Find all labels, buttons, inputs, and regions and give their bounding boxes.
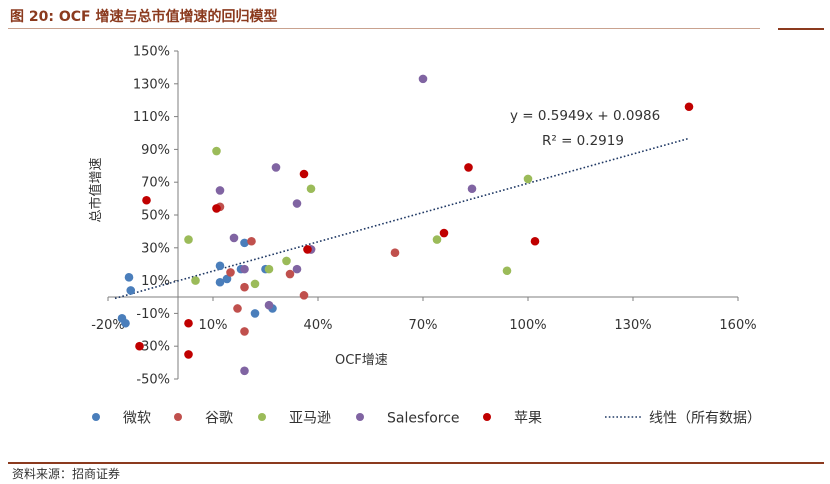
data-point [226, 268, 235, 277]
data-point [432, 235, 442, 244]
data-point [215, 261, 225, 271]
y-tick-label: 70% [141, 176, 170, 191]
scatter-chart: 150% 130% 110% 90% 70% 50% 30% 10% -10% -30% -50% -… [88, 45, 761, 427]
data-point [240, 282, 249, 292]
data-point [233, 304, 242, 313]
data-point [271, 163, 281, 172]
y-tick-label: 150% [133, 45, 170, 60]
y-tick-label: -10% [136, 307, 170, 322]
legend-label: 亚马逊 [289, 411, 331, 427]
data-point [215, 186, 225, 195]
data-point [184, 318, 193, 328]
data-point [264, 300, 274, 310]
trendline-path [114, 137, 690, 300]
y-tick-label: 50% [141, 209, 170, 224]
data-point [229, 233, 239, 243]
y-tick-label: 90% [141, 143, 170, 158]
header-rule [8, 28, 760, 29]
data-point [684, 102, 694, 112]
data-point [306, 184, 316, 194]
regression-equation: y = 0.5949x + 0.0986 [510, 108, 660, 124]
legend-label: 线性（所有数据） [649, 411, 761, 427]
legend-label: 微软 [123, 411, 151, 427]
data-point [299, 291, 309, 300]
x-tick-label: 10% [199, 318, 228, 333]
y-tick-label: 130% [133, 77, 170, 92]
data-point [142, 195, 151, 205]
data-point [240, 327, 249, 336]
legend-marker [92, 413, 100, 421]
legend-label: 谷歌 [205, 411, 233, 427]
y-tick-label: -50% [136, 373, 170, 388]
data-point [126, 286, 136, 295]
data-point [303, 245, 312, 254]
legend-marker [483, 413, 491, 421]
data-point [285, 269, 295, 279]
trendline [114, 137, 690, 300]
data-point [212, 146, 221, 156]
legend-label: 苹果 [514, 411, 542, 427]
figure-header: 图 20: OCF 增速与总市值增速的回归模型 [10, 9, 278, 25]
data-point [282, 256, 291, 266]
data-point [299, 169, 309, 179]
data-point [523, 174, 533, 184]
data-point [215, 277, 225, 287]
x-tick-label: 160% [719, 318, 756, 333]
data-point [292, 199, 302, 208]
data-point [418, 74, 428, 84]
data-point [222, 274, 232, 284]
data-point [264, 264, 274, 274]
legend-marker [258, 413, 266, 421]
y-tick-label: -30% [136, 340, 170, 355]
data-point [250, 279, 260, 289]
r-squared-label: R² = 0.2919 [542, 133, 624, 149]
data-point [502, 266, 512, 276]
data-point [439, 228, 449, 238]
data-point [135, 341, 144, 351]
data-point [247, 236, 256, 246]
data-point [467, 184, 477, 194]
legend-marker [356, 413, 364, 421]
legend: 微软 谷歌 亚马逊 Salesforce 苹果 线性（所有数据） [92, 411, 761, 427]
x-tick-label: 130% [614, 318, 651, 333]
data-point [292, 264, 302, 274]
data-point [212, 204, 221, 213]
x-tick-label: 40% [304, 318, 333, 333]
data-point [390, 248, 400, 258]
data-point [530, 236, 540, 246]
data-point [191, 276, 200, 285]
data-point [240, 238, 249, 248]
y-tick-label: 30% [141, 241, 170, 256]
source-note: 资料来源：招商证券 [12, 467, 121, 481]
data-point [124, 273, 134, 282]
y-tick-label: 110% [133, 110, 170, 125]
footer-rule [8, 462, 824, 464]
header-accent-rule [778, 28, 824, 30]
axes: 150% 130% 110% 90% 70% 50% 30% 10% -10% -30% -50% -… [91, 45, 756, 388]
x-tick-label: 100% [509, 318, 546, 333]
data-point [121, 318, 130, 328]
y-axis-label: 总市值增速 [88, 157, 104, 222]
x-tick-label: 70% [409, 318, 438, 333]
data-point [250, 309, 260, 318]
data-point [240, 366, 249, 376]
data-point [240, 264, 249, 274]
data-points [117, 74, 694, 376]
legend-marker [174, 413, 182, 421]
data-point [184, 350, 193, 359]
x-tick-label: -20% [91, 318, 125, 333]
x-axis-label: OCF增速 [335, 353, 388, 368]
data-point [184, 235, 193, 244]
data-point [464, 163, 473, 172]
legend-label: Salesforce [387, 411, 460, 427]
